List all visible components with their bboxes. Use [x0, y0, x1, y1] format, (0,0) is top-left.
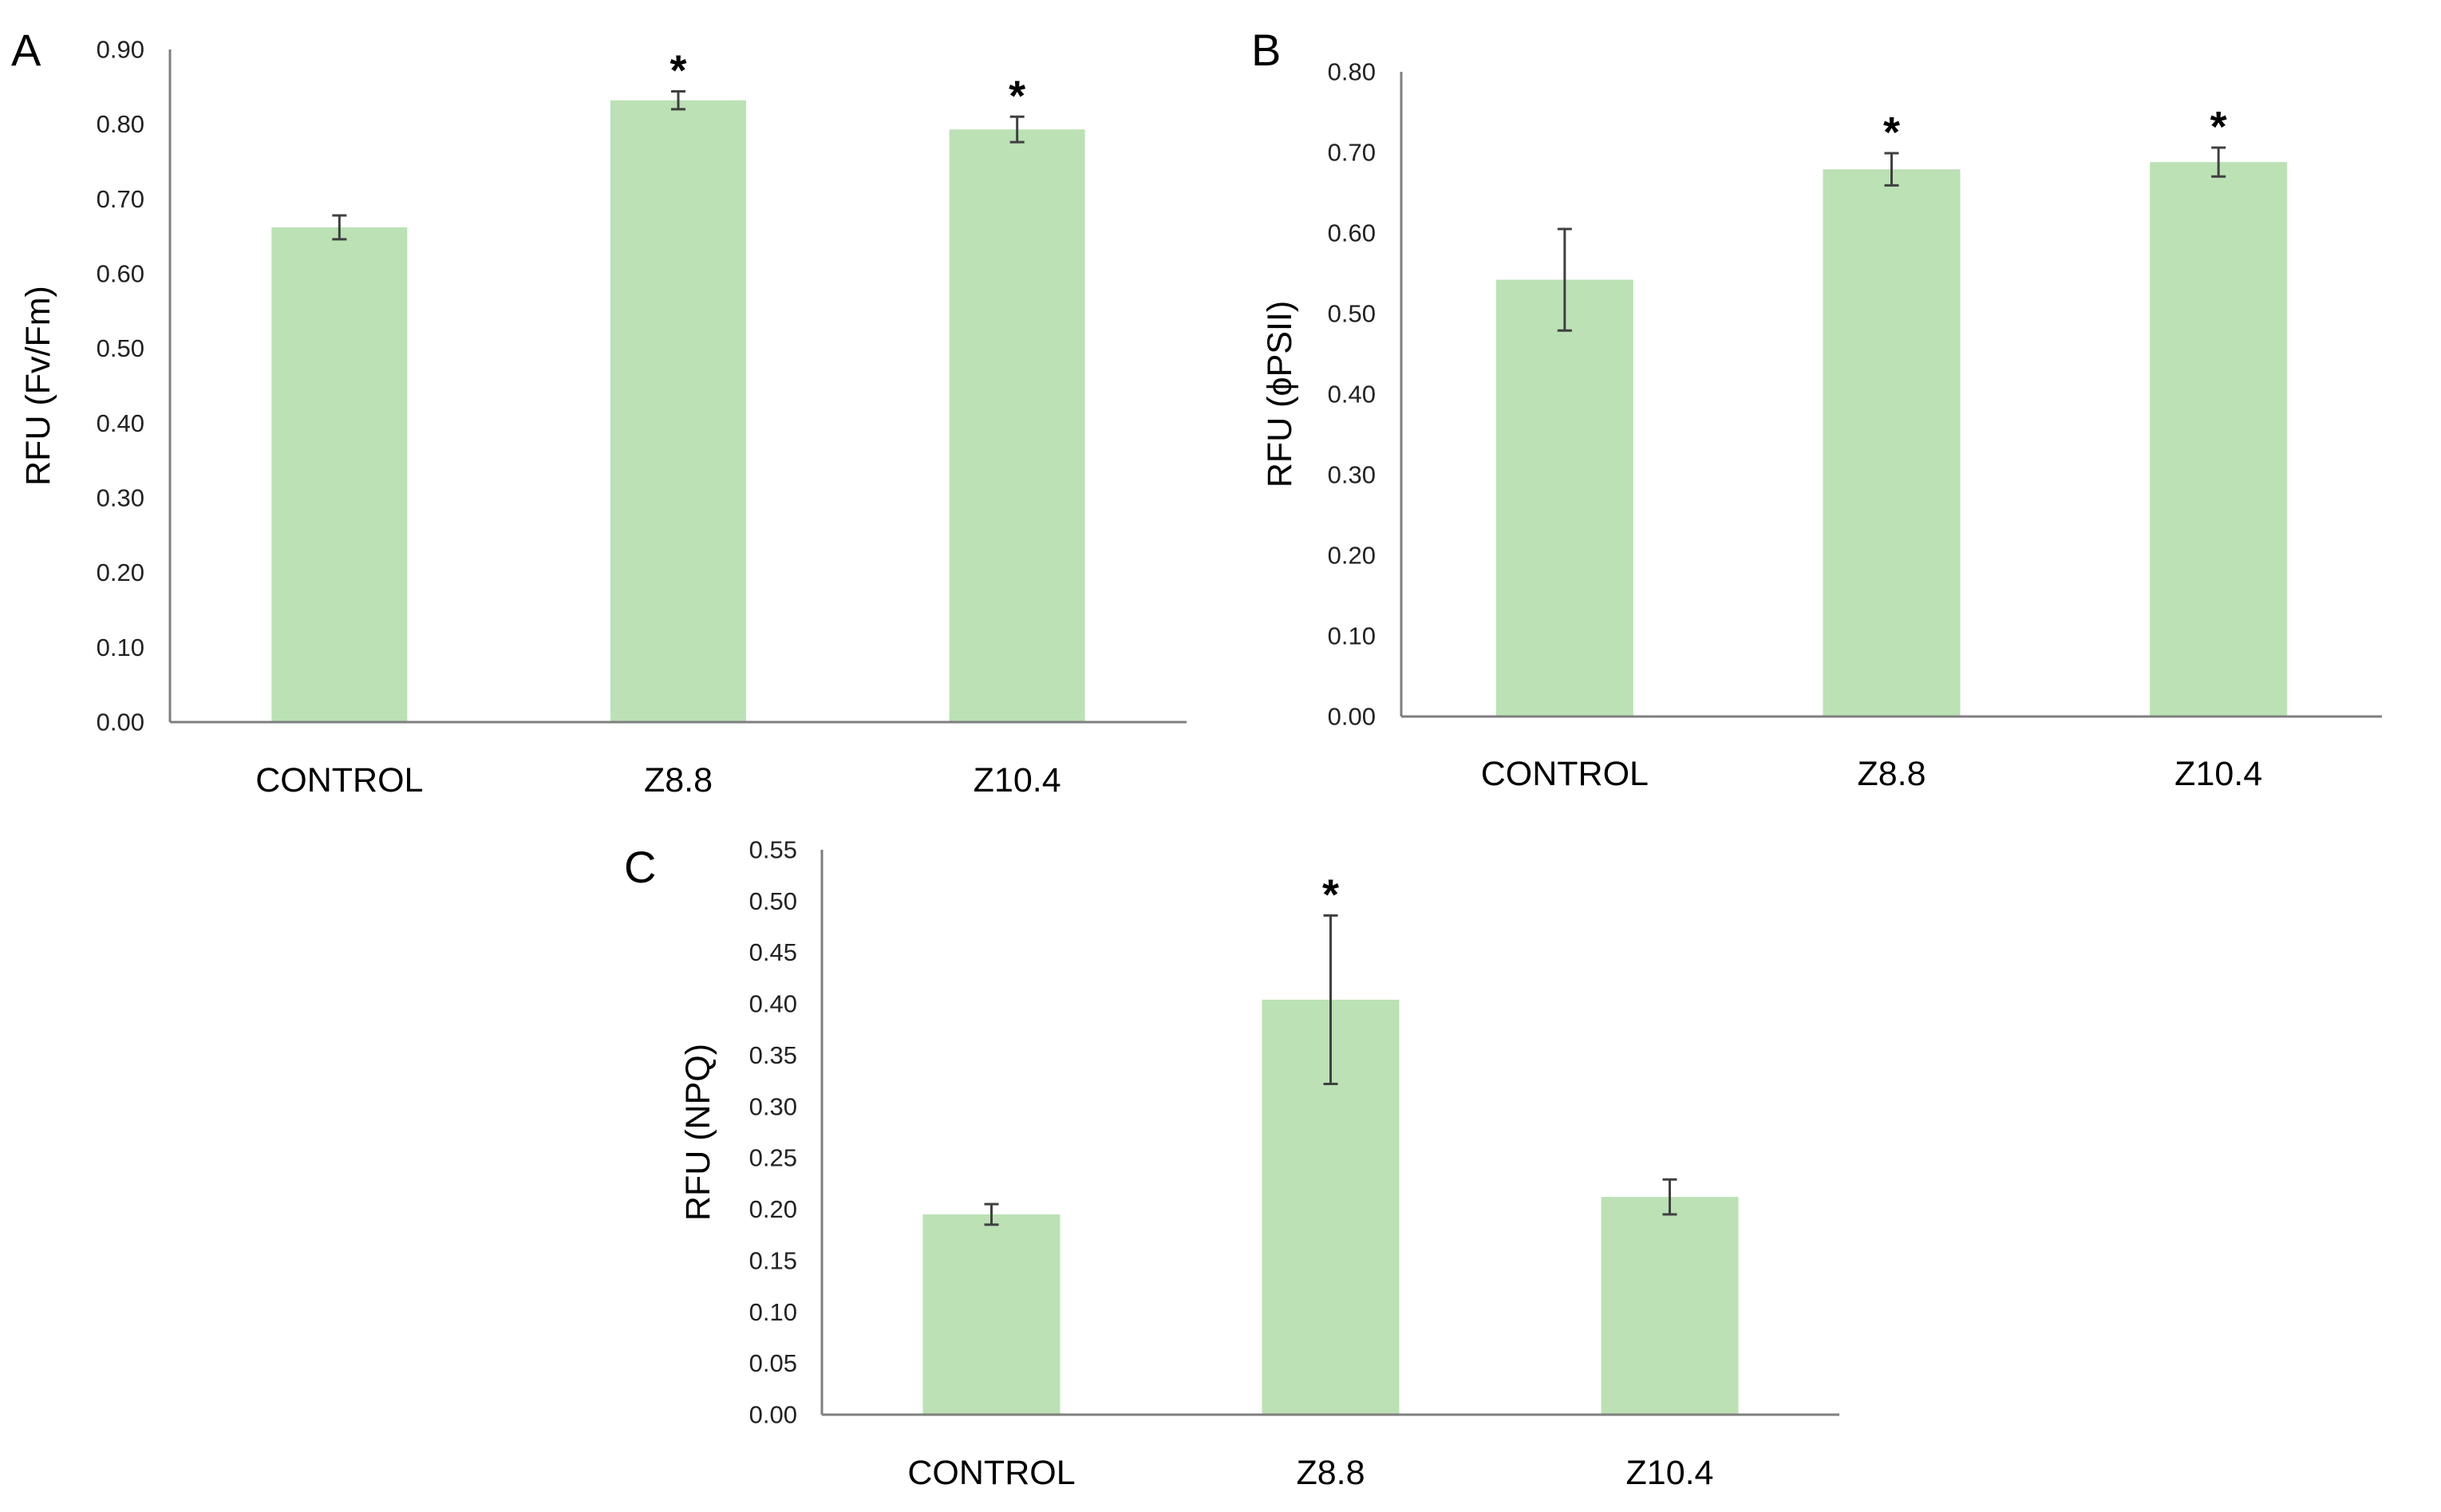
panel-c-y-tick-label: 0.20: [749, 1195, 797, 1223]
panel-b-y-tick-label: 0.10: [1328, 622, 1376, 650]
panel-a-category-label: Z10.4: [974, 761, 1061, 799]
panel-b-bar-control: [1495, 279, 1633, 717]
panel-a-y-tick-label: 0.60: [97, 260, 144, 288]
panel-c-y-tick-label: 0.40: [749, 990, 797, 1018]
panel-a-bar-control: [271, 227, 408, 723]
panel-a-bar-z10-4: [949, 129, 1085, 722]
panel-c-y-tick-label: 0.30: [749, 1092, 797, 1120]
panel-b-letter: B: [1251, 25, 1281, 75]
panel-a-y-tick-label: 0.90: [97, 36, 144, 64]
panel-b-y-tick-label: 0.50: [1328, 300, 1376, 328]
panel-c-y-tick-label: 0.35: [749, 1041, 797, 1069]
panel-c-y-tick-label: 0.10: [749, 1298, 797, 1326]
panel-c-y-tick-label: 0.15: [749, 1246, 797, 1274]
panel-b-y-tick-label: 0.70: [1328, 139, 1376, 167]
panel-c-y-tick-label: 0.45: [749, 938, 797, 966]
panel-c-y-tick-label: 0.00: [749, 1401, 797, 1429]
panel-a-significance-star: *: [1009, 72, 1025, 120]
panel-c-letter: C: [624, 842, 656, 892]
panel-b-y-tick-label: 0.30: [1328, 461, 1376, 489]
panel-b-category-label: Z10.4: [2174, 755, 2262, 793]
panel-a-y-tick-label: 0.40: [97, 409, 144, 437]
panel-a-y-tick-label: 0.00: [97, 709, 144, 736]
panel-a-bar-z8-8: [610, 100, 746, 722]
panel-c-y-tick-label: 0.50: [749, 887, 797, 915]
panel-a-y-axis-title: RFU (Fv/Fm): [19, 286, 57, 486]
panel-b-significance-star: *: [2210, 103, 2227, 151]
panel-c-significance-star: *: [1322, 870, 1339, 918]
panel-a-category-label: CONTROL: [255, 761, 423, 799]
panel-b-category-label: CONTROL: [1481, 755, 1649, 793]
panel-c-bar-control: [922, 1214, 1061, 1415]
panel-a-y-tick-label: 0.30: [97, 484, 144, 512]
panel-a-y-tick-label: 0.10: [97, 634, 144, 661]
panel-b-y-tick-label: 0.40: [1328, 381, 1376, 409]
panel-c-y-tick-label: 0.55: [749, 836, 797, 864]
panel-b-y-tick-label: 0.00: [1328, 703, 1376, 731]
panel-a-y-tick-label: 0.80: [97, 110, 144, 138]
panel-b-y-tick-label: 0.80: [1328, 58, 1376, 86]
panel-b-y-axis-title: RFU (ϕPSII): [1261, 301, 1299, 488]
panel-b-bar-z10-4: [2150, 162, 2288, 717]
panel-c-bar-z10-4: [1601, 1197, 1739, 1415]
panel-c-category-label: CONTROL: [907, 1454, 1075, 1492]
panel-a-y-tick-label: 0.50: [97, 334, 144, 362]
panel-b-category-label: Z8.8: [1857, 755, 1926, 793]
panel-c-y-tick-label: 0.05: [749, 1349, 797, 1377]
panel-b-bar-z8-8: [1823, 169, 1961, 717]
panel-a-letter: A: [11, 25, 41, 75]
panel-b-y-tick-label: 0.60: [1328, 219, 1376, 247]
panel-a-category-label: Z8.8: [644, 761, 713, 799]
panel-b-y-tick-label: 0.20: [1328, 542, 1376, 570]
panel-c-y-axis-title: RFU (NPQ): [679, 1044, 717, 1221]
panel-b-significance-star: *: [1883, 109, 1900, 156]
panel-a-y-tick-label: 0.70: [97, 185, 144, 213]
panel-a-y-tick-label: 0.20: [97, 559, 144, 586]
panel-a-significance-star: *: [669, 46, 686, 94]
panel-c-category-label: Z10.4: [1626, 1454, 1714, 1492]
panel-c-category-label: Z8.8: [1296, 1454, 1365, 1492]
panel-c-y-tick-label: 0.25: [749, 1144, 797, 1172]
